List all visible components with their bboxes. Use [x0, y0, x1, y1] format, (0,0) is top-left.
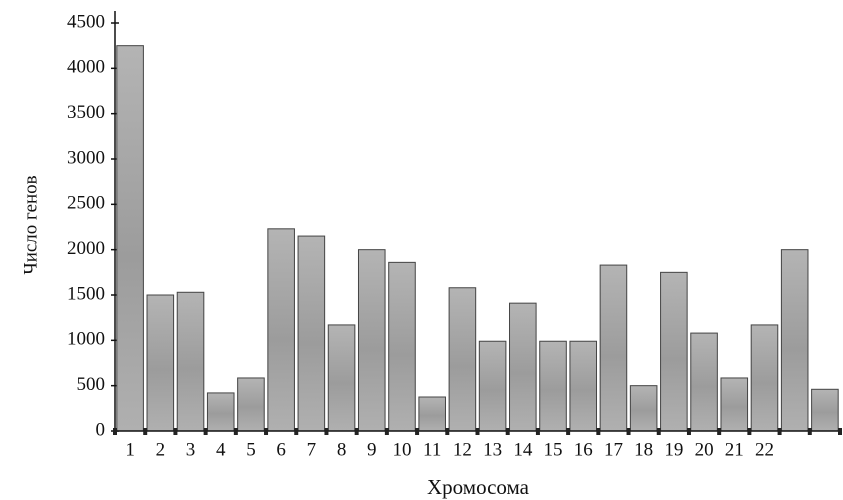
- bar: [327, 324, 356, 432]
- x-tick: [596, 428, 601, 435]
- bar: [509, 302, 537, 432]
- bar: [357, 249, 386, 432]
- x-tick-label: 19: [664, 439, 683, 460]
- y-tick-label: 3000: [67, 147, 105, 168]
- x-tick-label: 9: [367, 439, 377, 460]
- x-tick: [475, 428, 480, 435]
- y-tick-label: 1500: [67, 283, 105, 304]
- bar: [811, 388, 839, 432]
- x-axis-label: Хромосома: [427, 475, 530, 499]
- bar: [599, 264, 628, 432]
- x-tick: [384, 428, 389, 435]
- bar: [478, 340, 507, 432]
- y-tick-label: 500: [77, 374, 106, 395]
- x-tick: [807, 428, 812, 435]
- y-tick-label: 3500: [67, 102, 105, 123]
- x-tick: [505, 428, 510, 435]
- x-tick-label: 22: [755, 439, 774, 460]
- x-tick-label: 14: [513, 439, 533, 460]
- x-tick-label: 7: [307, 439, 317, 460]
- x-tick-label: 18: [634, 439, 653, 460]
- x-tick: [113, 428, 117, 435]
- x-tick-label: 3: [186, 439, 196, 460]
- y-tick-label: 2000: [67, 238, 105, 259]
- x-tick-label: 13: [483, 439, 502, 460]
- x-tick-label: 10: [392, 439, 411, 460]
- x-tick: [535, 428, 540, 435]
- x-tick-label: 1: [125, 439, 135, 460]
- x-tick: [415, 428, 420, 435]
- bar: [780, 249, 809, 432]
- x-tick: [626, 428, 631, 435]
- x-tick-label: 4: [216, 439, 226, 460]
- x-tick: [656, 428, 661, 435]
- x-tick-label: 15: [544, 439, 563, 460]
- bar: [720, 377, 749, 432]
- bar: [237, 377, 265, 432]
- x-tick: [203, 428, 208, 435]
- x-tick-label: 17: [604, 439, 623, 460]
- bar: [116, 45, 144, 432]
- bar: [146, 294, 175, 432]
- x-tick: [838, 428, 842, 435]
- y-tick-label: 1000: [67, 329, 105, 350]
- x-tick-label: 20: [695, 439, 714, 460]
- x-tick-label: 5: [246, 439, 256, 460]
- bar: [690, 332, 718, 432]
- bar: [388, 261, 416, 432]
- y-tick-label: 4000: [67, 57, 105, 78]
- y-axis-label: Число генов: [20, 175, 41, 274]
- x-tick: [777, 428, 782, 435]
- x-tick: [233, 428, 238, 435]
- x-tick: [445, 428, 450, 435]
- bar: [267, 228, 295, 432]
- x-tick-label: 21: [725, 439, 744, 460]
- x-tick: [173, 428, 178, 435]
- y-tick-label: 2500: [67, 193, 105, 214]
- x-tick: [354, 428, 359, 435]
- x-tick-label: 6: [276, 439, 286, 460]
- y-tick-label: 4500: [67, 11, 105, 32]
- x-tick-label: 16: [574, 439, 593, 460]
- bar: [297, 235, 326, 432]
- y-tick-label: 0: [96, 419, 106, 440]
- bar: [660, 271, 688, 432]
- bar: [569, 340, 598, 432]
- x-tick-label: 11: [423, 439, 441, 460]
- bar: [750, 324, 779, 432]
- x-tick: [566, 428, 571, 435]
- bar: [206, 392, 235, 432]
- bar: [448, 287, 477, 432]
- x-tick: [264, 428, 269, 435]
- bar: [176, 291, 205, 432]
- bar: [629, 385, 658, 432]
- x-tick: [686, 428, 691, 435]
- bar: [539, 340, 567, 432]
- x-tick-label: 12: [453, 439, 472, 460]
- x-tick: [717, 428, 722, 435]
- x-tick-label: 2: [156, 439, 166, 460]
- x-tick-label: 8: [337, 439, 347, 460]
- x-tick: [747, 428, 752, 435]
- x-tick: [324, 428, 329, 435]
- bar: [418, 396, 446, 432]
- x-tick: [143, 428, 148, 435]
- x-tick: [294, 428, 299, 435]
